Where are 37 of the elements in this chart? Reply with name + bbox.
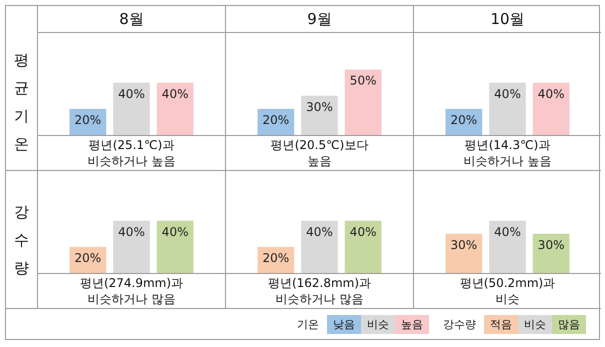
- chart-title: 9월: [225, 6, 413, 33]
- y-axis-title: 평균기온: [13, 50, 30, 154]
- data-label: 30%: [450, 238, 478, 252]
- data-label: 20%: [262, 250, 290, 265]
- legend-title: 강수량: [443, 316, 476, 332]
- data-label: 40%: [162, 224, 188, 239]
- text: 비슷: [518, 314, 552, 334]
- data-label: 50%: [350, 74, 376, 88]
- text: 높음: [395, 314, 429, 334]
- chart-title: 8월: [37, 6, 225, 33]
- text: 적음: [484, 314, 518, 334]
- data-label: 40%: [538, 86, 564, 101]
- data-label: 40%: [494, 224, 521, 239]
- x-axis-title: 평년(14.3℃)과 비슷하거나 높음: [414, 135, 601, 173]
- x-axis-title: 평년(162.8mm)과 비슷하거나 많음: [226, 273, 413, 311]
- legend-title: 기온: [297, 316, 319, 332]
- data-label: 40%: [306, 224, 333, 239]
- text: 많음: [552, 314, 586, 334]
- data-label: 20%: [262, 112, 290, 127]
- data-label: 40%: [162, 86, 188, 101]
- chart-title: 10월: [413, 6, 601, 33]
- y-axis-title: 강수량: [13, 202, 30, 278]
- x-axis-title: 평년(50.2mm)과 비슷: [414, 273, 601, 311]
- data-label: 20%: [74, 250, 102, 265]
- data-label: 40%: [118, 86, 145, 101]
- text: 낮음: [327, 314, 361, 334]
- data-label: 40%: [118, 224, 145, 239]
- data-label: 40%: [494, 86, 521, 101]
- x-axis-title: 평년(20.5℃)보다 높음: [226, 135, 413, 173]
- x-axis-title: 평년(25.1℃)과 비슷하거나 높음: [38, 135, 225, 173]
- text: 비슷: [361, 314, 395, 334]
- data-label: 30%: [306, 100, 333, 114]
- data-label: 30%: [538, 238, 564, 252]
- data-label: 20%: [74, 112, 102, 127]
- data-label: 40%: [350, 224, 376, 239]
- data-label: 20%: [450, 112, 478, 127]
- x-axis-title: 평년(274.9mm)과 비슷하거나 많음: [38, 273, 225, 311]
